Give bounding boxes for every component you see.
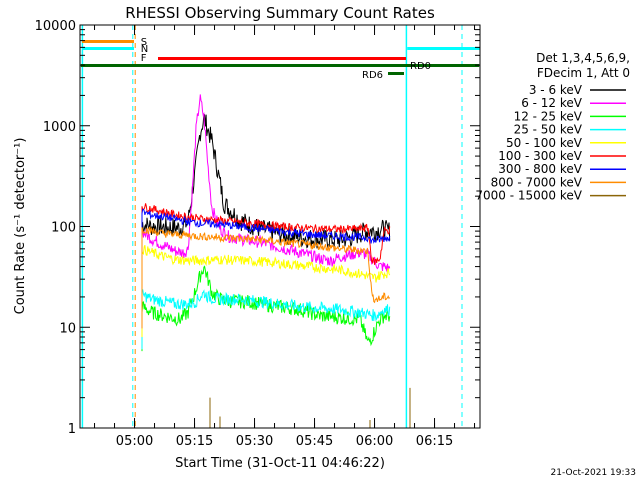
rd-label-rd0: RD0 (410, 61, 431, 72)
legend-entry-label: 7000 - 15000 keV (475, 189, 582, 203)
y-tick-label: 1000 (43, 120, 76, 135)
timestamp: 21-Oct-2021 19:33 (551, 468, 636, 478)
series-line (141, 203, 391, 316)
y-tick-label: 100 (51, 221, 76, 236)
legend: Det 1,3,4,5,6,9, FDecim 1, Att 0 3 - 6 k… (475, 51, 630, 203)
flag-bar-s (82, 40, 134, 43)
y-tick-label: 1 (68, 422, 76, 437)
legend-header-line-1: Det 1,3,4,5,6,9, (536, 51, 630, 65)
flag-bar-n (82, 47, 134, 50)
legend-entry-label: 6 - 12 keV (521, 96, 583, 110)
y-axis: 1 10 100 1000 10000 (35, 19, 480, 437)
x-tick-label: 06:15 (416, 434, 453, 449)
flag-bar-f (158, 57, 406, 60)
rd-label-rd6: RD6 (362, 70, 383, 81)
chart-title: RHESSI Observing Summary Count Rates (125, 4, 435, 22)
x-tick-label: 05:15 (176, 434, 213, 449)
y-tick-label: 10000 (35, 19, 76, 34)
series-line (141, 208, 391, 320)
legend-entry-label: 3 - 6 keV (529, 83, 583, 97)
flag-bar-rd0 (80, 64, 480, 67)
flag-bar-rd6 (388, 72, 404, 75)
flag-label-f: F (141, 53, 147, 64)
series-line (141, 245, 391, 337)
x-tick-label: 05:00 (116, 434, 153, 449)
legend-entry-label: 50 - 100 keV (506, 136, 583, 150)
legend-header-line-2: FDecim 1, Att 0 (537, 66, 630, 80)
series-layer (141, 94, 411, 428)
flag-layer: SNF RD0 RD6 (80, 25, 480, 428)
series-line (141, 113, 391, 327)
x-tick-label: 05:30 (236, 434, 273, 449)
legend-entry-label: 25 - 50 keV (514, 123, 583, 137)
series-line (141, 289, 391, 350)
legend-entry-label: 800 - 7000 keV (491, 175, 583, 189)
x-tick-label: 06:00 (356, 434, 393, 449)
series-line (141, 94, 391, 330)
series-line (141, 226, 391, 329)
y-tick-label: 10 (59, 321, 76, 336)
x-axis: 05:00 05:15 05:30 05:45 06:00 06:15 (94, 25, 476, 449)
x-axis-label: Start Time (31-Oct-11 04:46:22) (175, 456, 385, 471)
flag-bar-n (407, 47, 480, 50)
legend-entry-label: 12 - 25 keV (514, 109, 583, 123)
x-tick-label: 05:45 (296, 434, 333, 449)
flag-label-n: N (141, 44, 148, 55)
legend-entry-label: 300 - 800 keV (498, 162, 582, 176)
legend-entry-label: 100 - 300 keV (498, 149, 582, 163)
flag-label-s: S (141, 37, 147, 48)
y-axis-label: Count Rate (s⁻¹ detector⁻¹) (13, 138, 28, 315)
